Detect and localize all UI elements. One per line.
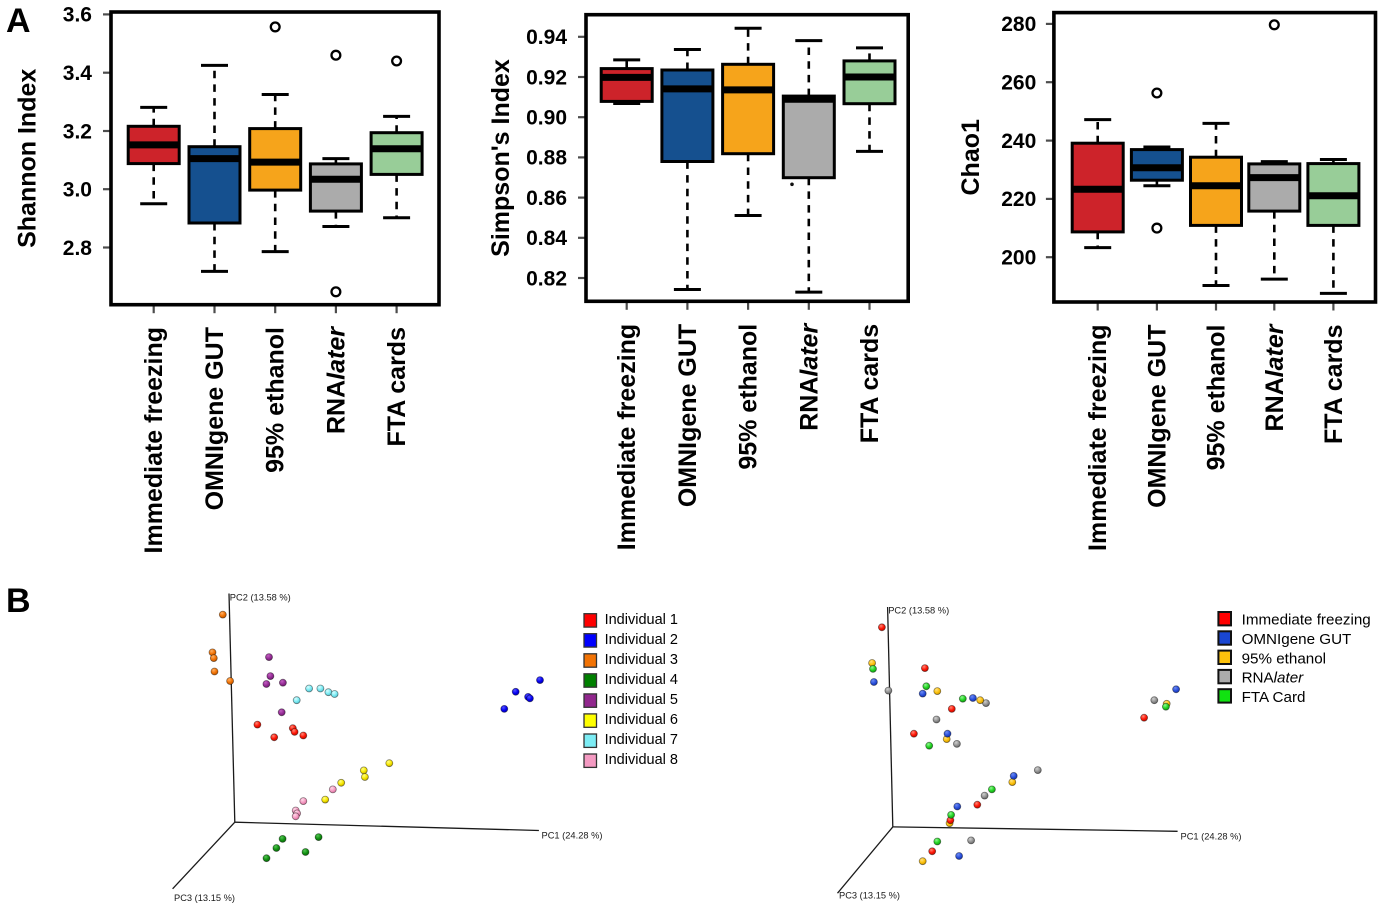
svg-text:Individual 5: Individual 5 bbox=[605, 692, 678, 708]
svg-text:PC1 (24.28 %): PC1 (24.28 %) bbox=[542, 831, 603, 841]
svg-text:PC1 (24.28 %): PC1 (24.28 %) bbox=[1181, 832, 1242, 842]
svg-text:RNAlater: RNAlater bbox=[1261, 323, 1289, 431]
svg-text:FTA cards: FTA cards bbox=[383, 327, 411, 446]
svg-text:220: 220 bbox=[1001, 188, 1036, 211]
svg-text:Individual 3: Individual 3 bbox=[605, 652, 678, 668]
svg-text:95% ethanol: 95% ethanol bbox=[735, 324, 763, 470]
svg-text:Simpson's Index: Simpson's Index bbox=[487, 59, 515, 257]
svg-text:280: 280 bbox=[1001, 13, 1036, 36]
svg-text:B: B bbox=[6, 582, 31, 620]
svg-text:RNAlater: RNAlater bbox=[795, 323, 823, 431]
svg-text:240: 240 bbox=[1001, 130, 1036, 153]
svg-text:RNAlater: RNAlater bbox=[1242, 670, 1305, 687]
svg-text:FTA cards: FTA cards bbox=[856, 324, 884, 443]
svg-text:Individual 7: Individual 7 bbox=[605, 732, 678, 748]
svg-text:0.94: 0.94 bbox=[526, 26, 567, 49]
svg-text:0.82: 0.82 bbox=[526, 267, 567, 290]
svg-text:0.86: 0.86 bbox=[526, 187, 567, 210]
svg-text:260: 260 bbox=[1001, 72, 1036, 95]
svg-text:Immediate freezing: Immediate freezing bbox=[1242, 612, 1371, 629]
svg-text:3.6: 3.6 bbox=[63, 4, 92, 27]
svg-text:FTA Card: FTA Card bbox=[1242, 689, 1306, 706]
svg-text:95% ethanol: 95% ethanol bbox=[1203, 325, 1231, 471]
svg-text:Immediate freezing: Immediate freezing bbox=[613, 324, 641, 550]
svg-text:Immediate freezing: Immediate freezing bbox=[140, 327, 168, 553]
svg-text:2.8: 2.8 bbox=[63, 237, 93, 260]
svg-text:OMNIgene GUT: OMNIgene GUT bbox=[1242, 631, 1352, 648]
svg-text:PC3 (13.15 %): PC3 (13.15 %) bbox=[839, 891, 900, 901]
svg-text:Individual 2: Individual 2 bbox=[605, 632, 678, 648]
svg-text:PC2 (13.58 %): PC2 (13.58 %) bbox=[888, 606, 949, 616]
svg-text:Immediate freezing: Immediate freezing bbox=[1084, 325, 1112, 551]
svg-text:Individual 1: Individual 1 bbox=[605, 612, 678, 628]
svg-text:Chao1: Chao1 bbox=[957, 119, 985, 196]
svg-text:3.4: 3.4 bbox=[63, 62, 93, 85]
svg-text:PC3 (13.15 %): PC3 (13.15 %) bbox=[174, 893, 235, 903]
svg-text:3.0: 3.0 bbox=[63, 179, 92, 202]
svg-text:Shannon Index: Shannon Index bbox=[14, 69, 42, 248]
svg-text:A: A bbox=[6, 2, 31, 40]
svg-text:RNAlater: RNAlater bbox=[322, 326, 350, 434]
svg-text:Individual 6: Individual 6 bbox=[605, 712, 678, 728]
svg-text:PC2 (13.58 %): PC2 (13.58 %) bbox=[230, 592, 291, 602]
svg-text:FTA cards: FTA cards bbox=[1320, 325, 1348, 444]
svg-text:OMNIgene GUT: OMNIgene GUT bbox=[1143, 325, 1171, 508]
svg-text:0.88: 0.88 bbox=[526, 147, 567, 170]
svg-text:Individual 4: Individual 4 bbox=[605, 672, 678, 688]
svg-text:OMNIgene GUT: OMNIgene GUT bbox=[201, 327, 229, 510]
svg-text:200: 200 bbox=[1001, 247, 1036, 270]
svg-text:3.2: 3.2 bbox=[63, 120, 92, 143]
svg-text:0.90: 0.90 bbox=[526, 107, 567, 130]
svg-text:95% ethanol: 95% ethanol bbox=[262, 327, 290, 473]
svg-text:95% ethanol: 95% ethanol bbox=[1242, 650, 1326, 667]
svg-text:OMNIgene GUT: OMNIgene GUT bbox=[674, 324, 702, 507]
svg-text:0.84: 0.84 bbox=[526, 227, 567, 250]
svg-text:Individual 8: Individual 8 bbox=[605, 752, 678, 768]
svg-text:0.92: 0.92 bbox=[526, 66, 567, 89]
